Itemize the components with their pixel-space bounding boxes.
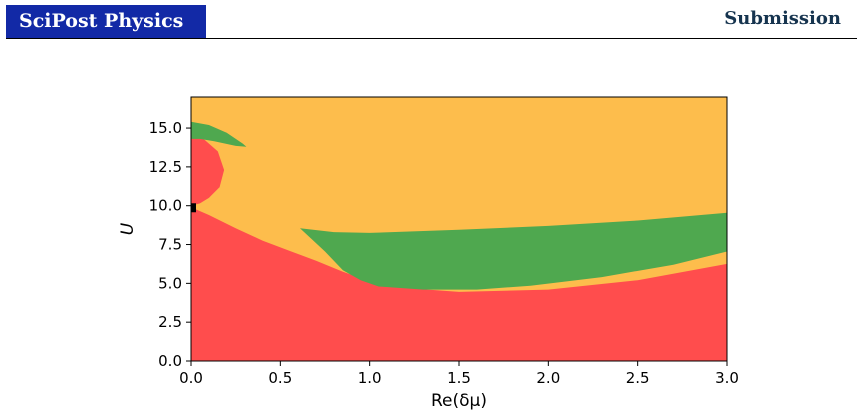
x-axis-ticks: 0.0 0.5 1.0 1.5 2.0 2.5 3.0 (179, 361, 739, 387)
section-label: Submission (724, 8, 841, 29)
region-green-3 (300, 212, 727, 290)
x-axis-label: Re(δμ) (431, 391, 487, 411)
x-tick-label: 0.0 (179, 369, 203, 387)
y-axis-label: U (118, 222, 138, 235)
boundary-marker (191, 203, 196, 213)
journal-badge: SciPost Physics (6, 5, 206, 38)
x-tick-label: 1.5 (447, 369, 471, 387)
region-green-2 (191, 121, 247, 147)
x-tick-label: 2.5 (626, 369, 650, 387)
y-tick-label: 15.0 (149, 119, 182, 137)
region-red-1 (191, 135, 225, 206)
y-tick-label: 12.5 (149, 158, 182, 176)
y-tick-label: 10.0 (149, 197, 182, 215)
x-tick-label: 1.0 (358, 369, 382, 387)
x-tick-label: 2.0 (536, 369, 560, 387)
y-tick-label: 7.5 (158, 236, 182, 254)
regions (191, 97, 727, 361)
y-axis-ticks: 0.0 2.5 5.0 7.5 10.0 12.5 15.0 (149, 119, 191, 370)
x-tick-label: 0.5 (268, 369, 292, 387)
x-tick-label: 3.0 (715, 369, 739, 387)
region-red-0 (191, 207, 727, 361)
plot-area (190, 96, 728, 362)
y-tick-label: 0.0 (158, 352, 182, 370)
header-rule (6, 38, 857, 39)
y-tick-label: 5.0 (158, 274, 182, 292)
y-tick-label: 2.5 (158, 313, 182, 331)
